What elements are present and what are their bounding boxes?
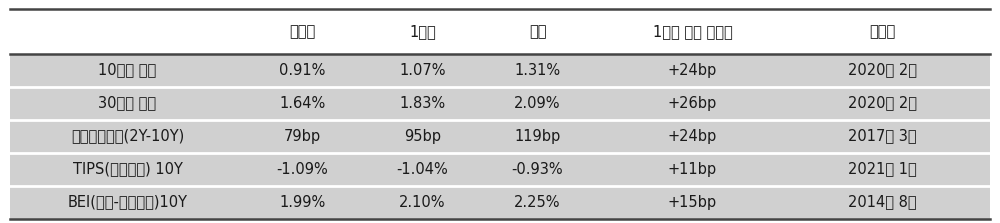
Text: +24bp: +24bp (668, 62, 717, 78)
Text: 2.09%: 2.09% (514, 95, 561, 111)
Text: TIPS(실질금리) 10Y: TIPS(실질금리) 10Y (73, 161, 182, 177)
Text: 79bp: 79bp (284, 128, 321, 144)
Text: 10년물 금리: 10년물 금리 (98, 62, 157, 78)
Text: 95bp: 95bp (404, 128, 441, 144)
Text: 2.10%: 2.10% (399, 194, 446, 210)
Bar (595, 9, 790, 54)
Text: 2020년 2월: 2020년 2월 (848, 95, 917, 111)
Bar (790, 9, 975, 54)
Bar (480, 9, 595, 54)
Text: 1.07%: 1.07% (399, 62, 446, 78)
Text: 1월말: 1월말 (409, 24, 436, 39)
Text: 2014년 8월: 2014년 8월 (848, 194, 917, 210)
Text: BEI(명목-실질금리)10Y: BEI(명목-실질금리)10Y (68, 194, 188, 210)
Text: 1.83%: 1.83% (399, 95, 446, 111)
Text: 장단기금리차(2Y-10Y): 장단기금리차(2Y-10Y) (71, 128, 184, 144)
Bar (10, 186, 990, 219)
Text: 2021년 1월: 2021년 1월 (848, 161, 917, 177)
Bar (365, 9, 480, 54)
Text: 30년물 금리: 30년물 금리 (98, 95, 157, 111)
Text: 1.99%: 1.99% (279, 194, 326, 210)
Text: +24bp: +24bp (668, 128, 717, 144)
Bar (15, 9, 240, 54)
Bar (10, 54, 990, 87)
Bar (10, 87, 990, 120)
Text: 1.31%: 1.31% (514, 62, 561, 78)
Text: +11bp: +11bp (668, 161, 717, 177)
Text: 작년말: 작년말 (289, 24, 316, 39)
Text: 2017년 3월: 2017년 3월 (848, 128, 917, 144)
Text: +15bp: +15bp (668, 194, 717, 210)
Text: +26bp: +26bp (668, 95, 717, 111)
Text: 2020년 2월: 2020년 2월 (848, 62, 917, 78)
Text: 119bp: 119bp (514, 128, 561, 144)
Bar (10, 120, 990, 153)
Text: 전고점: 전고점 (869, 24, 896, 39)
Text: 1.64%: 1.64% (279, 95, 326, 111)
Text: 2.25%: 2.25% (514, 194, 561, 210)
Text: 1월말 대비 상승폭: 1월말 대비 상승폭 (653, 24, 732, 39)
Bar (10, 153, 990, 186)
Text: -1.09%: -1.09% (277, 161, 328, 177)
Text: -0.93%: -0.93% (512, 161, 563, 177)
Bar (240, 9, 365, 54)
Text: 현재: 현재 (529, 24, 546, 39)
Text: -1.04%: -1.04% (397, 161, 448, 177)
Text: 0.91%: 0.91% (279, 62, 326, 78)
